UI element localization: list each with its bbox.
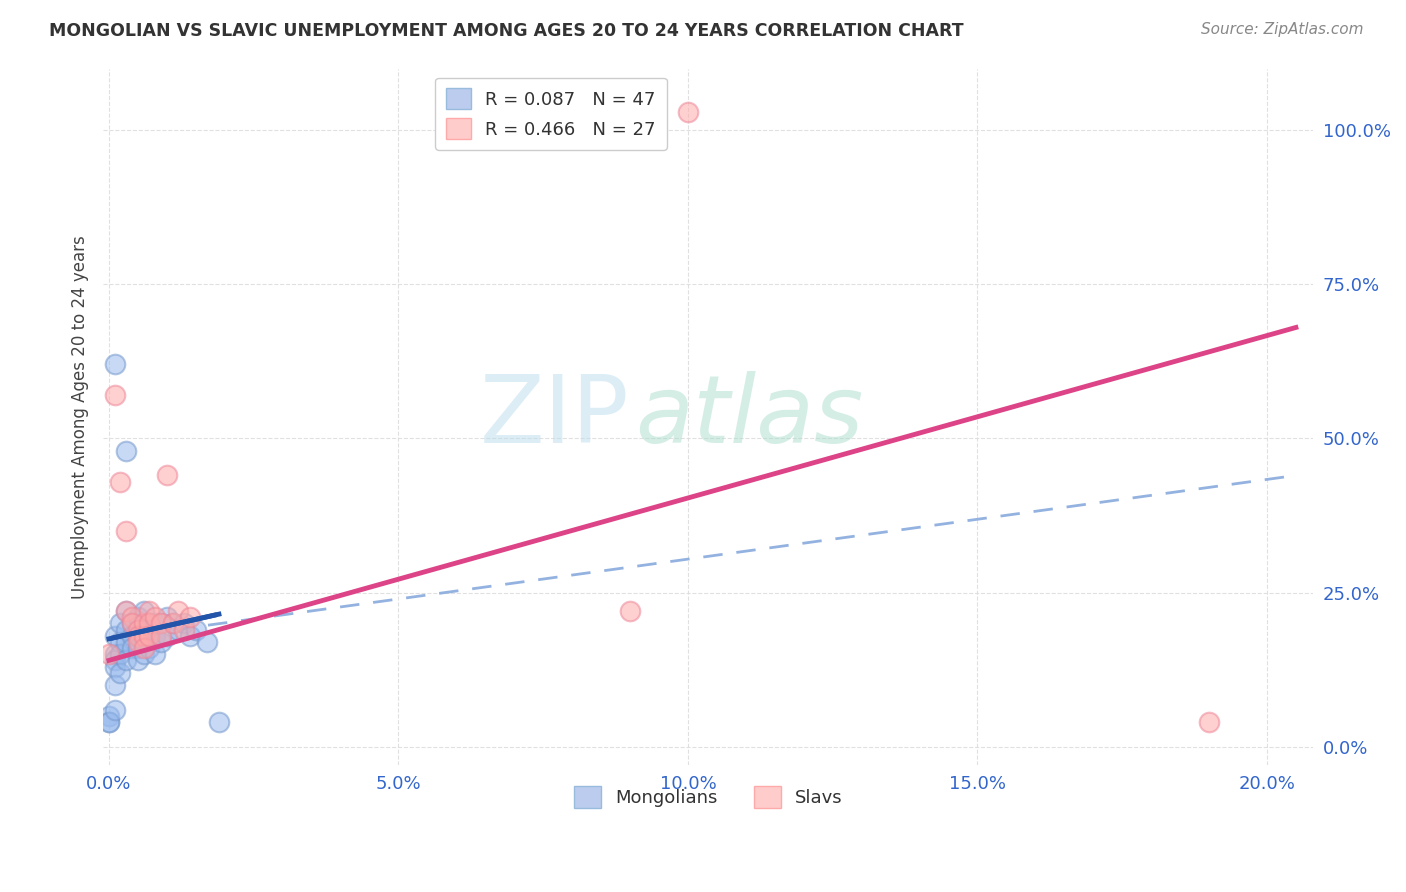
Point: [132, 641, 155, 656]
Point: [115, 623, 138, 637]
Point: [138, 616, 160, 631]
Point: [150, 616, 173, 631]
Point: [115, 604, 138, 618]
Point: [97, 714, 120, 729]
Point: [104, 358, 127, 372]
Point: [167, 623, 190, 637]
Point: [121, 629, 143, 643]
Point: [127, 629, 149, 643]
Point: [127, 653, 149, 667]
Point: [156, 629, 179, 643]
Point: [97, 647, 120, 661]
Text: atlas: atlas: [636, 371, 863, 462]
Point: [110, 665, 132, 680]
Point: [104, 659, 127, 673]
Point: [127, 610, 149, 624]
Point: [132, 616, 155, 631]
Point: [184, 623, 207, 637]
Point: [143, 647, 166, 661]
Point: [173, 616, 195, 631]
Point: [110, 616, 132, 631]
Point: [121, 610, 143, 624]
Point: [132, 629, 155, 643]
Point: [150, 635, 173, 649]
Point: [132, 647, 155, 661]
Point: [121, 616, 143, 631]
Y-axis label: Unemployment Among Ages 20 to 24 years: Unemployment Among Ages 20 to 24 years: [72, 235, 89, 599]
Point: [195, 635, 218, 649]
Point: [1198, 714, 1220, 729]
Point: [110, 635, 132, 649]
Point: [208, 714, 231, 729]
Point: [138, 629, 160, 643]
Point: [115, 635, 138, 649]
Text: ZIP: ZIP: [479, 371, 630, 463]
Point: [104, 388, 127, 402]
Text: MONGOLIAN VS SLAVIC UNEMPLOYMENT AMONG AGES 20 TO 24 YEARS CORRELATION CHART: MONGOLIAN VS SLAVIC UNEMPLOYMENT AMONG A…: [49, 22, 965, 40]
Point: [127, 635, 149, 649]
Point: [619, 604, 641, 618]
Point: [143, 616, 166, 631]
Legend: Mongolians, Slavs: Mongolians, Slavs: [567, 779, 851, 815]
Point: [121, 616, 143, 631]
Point: [115, 443, 138, 458]
Point: [173, 623, 195, 637]
Point: [179, 610, 201, 624]
Point: [138, 604, 160, 618]
Point: [104, 629, 127, 643]
Point: [162, 616, 184, 631]
Point: [97, 709, 120, 723]
Point: [132, 623, 155, 637]
Point: [167, 604, 190, 618]
Text: Source: ZipAtlas.com: Source: ZipAtlas.com: [1201, 22, 1364, 37]
Point: [676, 104, 699, 119]
Point: [121, 641, 143, 656]
Point: [104, 653, 127, 667]
Point: [143, 610, 166, 624]
Point: [138, 616, 160, 631]
Point: [143, 629, 166, 643]
Point: [132, 635, 155, 649]
Point: [110, 647, 132, 661]
Point: [156, 468, 179, 483]
Point: [97, 714, 120, 729]
Point: [156, 610, 179, 624]
Point: [104, 678, 127, 692]
Point: [115, 524, 138, 538]
Point: [110, 475, 132, 489]
Point: [132, 604, 155, 618]
Point: [127, 623, 149, 637]
Point: [150, 616, 173, 631]
Point: [115, 604, 138, 618]
Point: [179, 629, 201, 643]
Point: [138, 641, 160, 656]
Point: [150, 629, 173, 643]
Point: [127, 629, 149, 643]
Point: [127, 641, 149, 656]
Point: [162, 616, 184, 631]
Point: [138, 629, 160, 643]
Point: [115, 653, 138, 667]
Point: [104, 703, 127, 717]
Point: [104, 647, 127, 661]
